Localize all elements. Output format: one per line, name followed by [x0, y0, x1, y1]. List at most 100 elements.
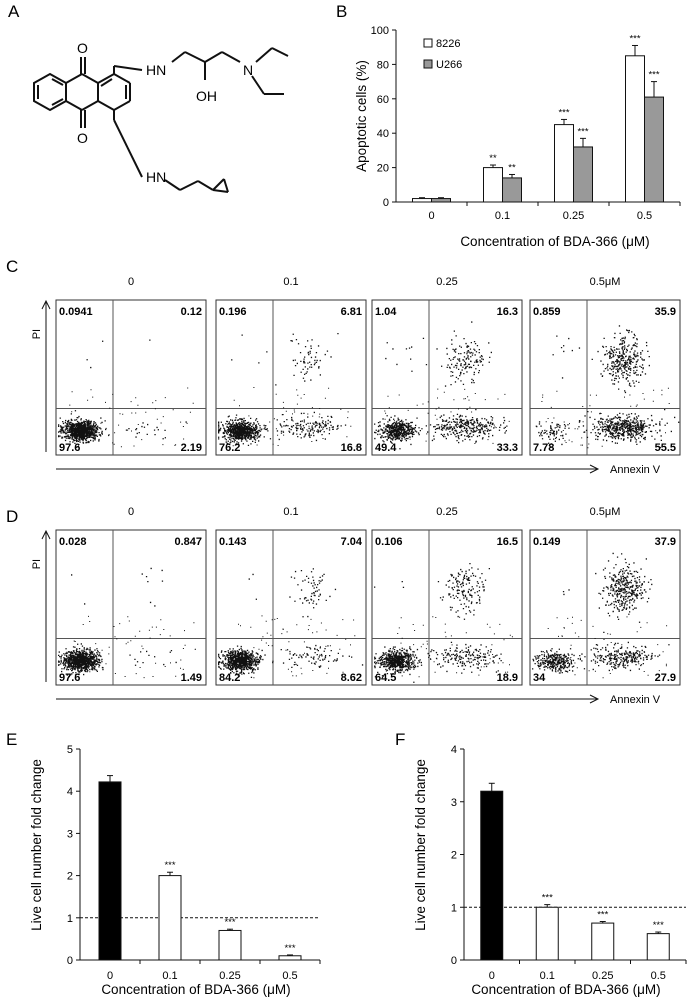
- legend-u266-label: U266: [436, 59, 462, 71]
- chart-f-xtick-label: 0.25: [592, 970, 613, 982]
- flow-c-quad-ll-0: 97.6: [59, 442, 80, 454]
- flow-c-conc-3: 0.5μM: [590, 276, 621, 288]
- bar-b-U266-1: [502, 177, 522, 203]
- chart-b-xtick-label: 0.5: [637, 210, 652, 222]
- bar-e-2: [218, 929, 242, 961]
- flow-c-quad-ll-2: 49.4: [375, 442, 397, 454]
- flow-d-pi-label: PI: [31, 559, 43, 569]
- flow-c-events-0: [58, 339, 194, 448]
- bar-b-U266-3: [644, 96, 664, 203]
- flow-d-conc-0: 0: [128, 506, 134, 518]
- chart-e-ytick-label: 3: [67, 828, 73, 840]
- flow-c-pi-label: PI: [31, 329, 43, 339]
- chart-f-xtick-label: 0: [489, 970, 495, 982]
- flow-d-quad-ur-2: 16.5: [497, 536, 518, 548]
- flow-c-quad-ll-3: 7.78: [533, 442, 554, 454]
- panel-letter-b: B: [336, 2, 347, 21]
- chart-e-xtick-label: 0.1: [162, 970, 177, 982]
- significance-b: ***: [648, 70, 659, 81]
- bar-e-1: [158, 875, 182, 961]
- bar-e-3: [278, 955, 302, 961]
- chart-f-fold-change: 0 1 2 3 4 0 0.1 0.25 0.5 *** *** ***: [451, 744, 687, 982]
- bar-b-8226-2: [554, 124, 574, 203]
- flow-c-quad-ll-1: 76.2: [219, 442, 240, 454]
- legend-8226-label: 8226: [436, 38, 460, 50]
- flow-d-events-0: [58, 567, 196, 679]
- chart-b-ytick-label: 80: [377, 59, 389, 71]
- flow-d-events-3: [532, 552, 670, 679]
- flow-d-quad-lr-2: 18.9: [497, 672, 518, 684]
- significance-f: ***: [542, 893, 553, 904]
- significance-e: ***: [284, 943, 295, 954]
- atom-o-bottom: O: [77, 130, 88, 146]
- flow-c-annexin-arrowhead: [589, 464, 600, 474]
- flow-d-quad-ul-1: 0.143: [219, 536, 247, 548]
- flow-d-quad-ll-3: 34: [533, 672, 546, 684]
- bar-e-0: [98, 781, 122, 961]
- flow-d-conc-1: 0.1: [283, 506, 298, 518]
- significance-b: ***: [577, 126, 588, 137]
- panel-letter-f: F: [395, 730, 405, 749]
- flow-c-conc-0: 0: [128, 276, 134, 288]
- chart-e-ytick-label: 4: [67, 786, 73, 798]
- flow-c-quad-lr-3: 55.5: [655, 442, 676, 454]
- panel-letter-a: A: [8, 2, 20, 21]
- flow-c-annexin-label: Annexin V: [610, 464, 661, 476]
- bar-f-3: [646, 933, 670, 961]
- flow-c-quad-ur-3: 35.9: [655, 306, 676, 318]
- chart-e-ytick-label: 2: [67, 871, 73, 883]
- significance-b: **: [489, 153, 497, 164]
- flow-c-quad-ul-1: 0.196: [219, 306, 247, 318]
- flow-d-conc-2: 0.25: [436, 506, 457, 518]
- flow-c-quad-lr-0: 2.19: [181, 442, 202, 454]
- chart-e-ylabel: Live cell number fold change: [29, 759, 44, 931]
- bar-b-U266-0: [431, 198, 451, 203]
- bar-f-2: [591, 922, 615, 961]
- flow-cytometry-d: 0 0.028 0.847 97.6 1.49 0.1 0.143 7.04 84.2 8.62 0…: [31, 506, 681, 706]
- chart-b-ytick-label: 40: [377, 128, 389, 140]
- flow-d-quad-ul-2: 0.106: [375, 536, 403, 548]
- flow-c-pi-arrowhead: [41, 299, 51, 310]
- significance-f: ***: [597, 909, 608, 920]
- chemical-structure: [33, 47, 289, 193]
- chart-b-ylabel: Apoptotic cells (%): [354, 60, 369, 172]
- chart-b-xlabel: Concentration of BDA-366 (μM): [460, 234, 649, 249]
- legend-8226-swatch: [423, 38, 433, 48]
- chart-e-ytick-label: 1: [67, 913, 73, 925]
- chart-b-xtick-label: 0.1: [495, 210, 510, 222]
- chart-f-ytick-label: 0: [451, 955, 457, 967]
- chart-b-ytick-label: 20: [377, 163, 389, 175]
- flow-d-quad-ul-3: 0.149: [533, 536, 561, 548]
- flow-d-quad-ll-2: 64.5: [375, 672, 396, 684]
- chart-e-ytick-label: 0: [67, 955, 73, 967]
- flow-c-events-2: [374, 321, 510, 450]
- chart-b-xtick-label: 0.25: [563, 210, 584, 222]
- significance-f: ***: [653, 920, 664, 931]
- flow-d-conc-3: 0.5μM: [590, 506, 621, 518]
- bar-f-0: [480, 790, 504, 961]
- chart-b-xtick-label: 0: [428, 210, 434, 222]
- chart-f-xtick-label: 0.1: [540, 970, 555, 982]
- flow-d-pi-arrowhead: [41, 529, 51, 540]
- bar-b-8226-1: [483, 167, 503, 203]
- chart-f-ytick-label: 2: [451, 850, 457, 862]
- flow-c-quad-ul-3: 0.859: [533, 306, 561, 318]
- significance-e: ***: [224, 917, 235, 928]
- flow-d-quad-lr-0: 1.49: [181, 672, 202, 684]
- bar-b-U266-2: [573, 146, 593, 203]
- chart-f-ytick-label: 4: [451, 744, 457, 756]
- flow-d-quad-lr-3: 27.9: [655, 672, 676, 684]
- flow-c-events-1: [218, 333, 357, 448]
- bar-f-1: [535, 906, 559, 961]
- flow-d-annexin-label: Annexin V: [610, 694, 661, 706]
- flow-d-quad-ur-1: 7.04: [341, 536, 363, 548]
- atom-oh: OH: [196, 88, 217, 104]
- atom-n: N: [243, 62, 253, 78]
- flow-c-conc-2: 0.25: [436, 276, 457, 288]
- flow-d-events-2: [374, 563, 513, 683]
- flow-c-quad-ur-2: 16.3: [497, 306, 518, 318]
- flow-c-quad-ur-1: 6.81: [341, 306, 362, 318]
- flow-d-quad-ur-0: 0.847: [174, 536, 202, 548]
- chart-e-ytick-label: 5: [67, 744, 73, 756]
